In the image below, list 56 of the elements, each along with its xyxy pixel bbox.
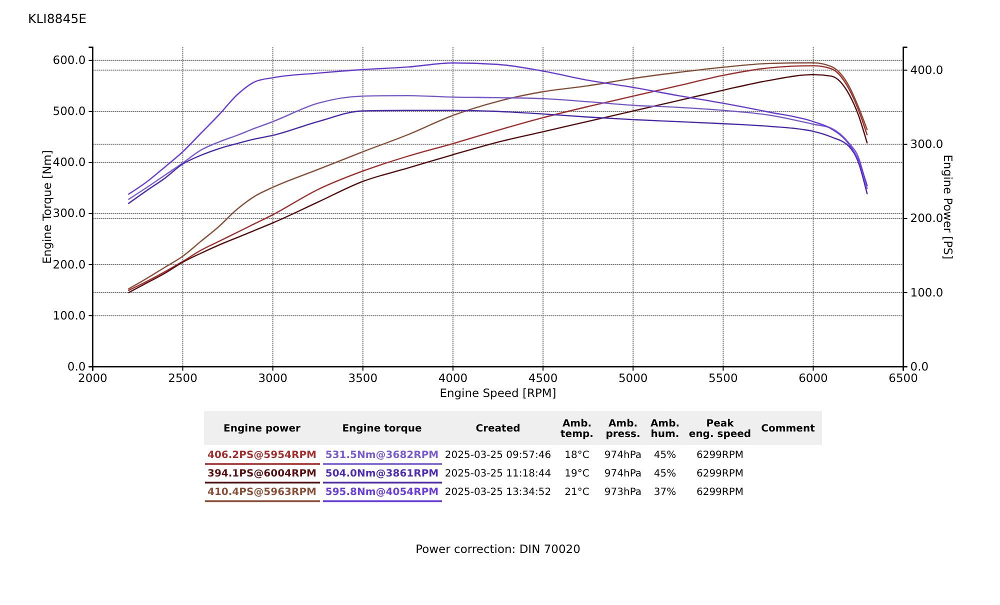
- text: 974hPa: [604, 450, 642, 461]
- text: 531.5Nm@3682RPM: [325, 450, 439, 461]
- text: 21°C: [564, 487, 590, 498]
- x-tick-label: 5000: [618, 370, 648, 385]
- text: 595.8Nm@4054RPM: [325, 487, 439, 498]
- y2-axis-title: Engine Power [PS]: [941, 154, 955, 260]
- y2-tick-label: 0.0: [910, 359, 929, 374]
- text: 974hPa: [604, 468, 642, 480]
- y-tick-label: 100.0: [52, 308, 86, 322]
- text: 6299RPM: [696, 468, 744, 480]
- y-tick-label: 200.0: [52, 257, 86, 272]
- y-tick-label: 0.0: [67, 359, 86, 374]
- text: 504.0Nm@3861RPM: [325, 468, 439, 480]
- x-tick-label: 3500: [348, 370, 378, 385]
- y-tick-label: 500.0: [52, 104, 86, 118]
- x-tick-label: 4000: [438, 370, 468, 385]
- x-tick-label: 6500: [888, 370, 918, 385]
- x-tick-label: 5500: [708, 370, 738, 385]
- text: Amb. temp.: [560, 418, 594, 440]
- text: Power correction: DIN 70020: [416, 542, 580, 556]
- text: Amb. hum.: [650, 418, 680, 440]
- y-tick-label: 600.0: [52, 53, 86, 68]
- text: Comment: [761, 424, 816, 434]
- text: 37%: [654, 487, 676, 498]
- text: 973hPa: [604, 487, 642, 498]
- text: Engine torque: [342, 424, 422, 434]
- text: 6299RPM: [696, 487, 744, 498]
- x-tick-label: 2000: [78, 370, 108, 385]
- text: 2025-03-25 13:34:52: [444, 487, 552, 498]
- y-tick-label: 300.0: [52, 206, 86, 220]
- text: 19°C: [564, 468, 590, 480]
- y2-tick-label: 400.0: [910, 62, 944, 77]
- text: Engine power: [224, 424, 301, 434]
- text: 45%: [654, 450, 676, 461]
- text: 2025-03-25 09:57:46: [444, 450, 552, 461]
- text: Created: [476, 424, 520, 434]
- text: 45%: [654, 468, 676, 480]
- text: 410.4PS@5963RPM: [208, 487, 317, 498]
- text: 6299RPM: [696, 450, 744, 461]
- x-tick-label: 2500: [168, 370, 198, 385]
- text: Peak eng. speed: [688, 418, 752, 440]
- y2-tick-label: 100.0: [910, 285, 944, 300]
- chart-title: KLI8845E: [28, 11, 87, 26]
- x-tick-label: 4500: [528, 370, 558, 385]
- text: 394.1PS@6004RPM: [208, 468, 317, 480]
- text: Amb. press.: [606, 418, 640, 440]
- text: 18°C: [564, 450, 590, 461]
- x-tick-label: 6000: [798, 370, 828, 385]
- y2-tick-label: 300.0: [910, 137, 944, 152]
- x-axis-title: Engine Speed [RPM]: [440, 386, 556, 400]
- text: 406.2PS@5954RPM: [208, 450, 317, 461]
- y-axis-title: Engine Torque [Nm]: [40, 150, 54, 264]
- x-tick-label: 3000: [258, 370, 288, 385]
- text: 2025-03-25 11:18:44: [444, 468, 552, 480]
- y2-tick-label: 200.0: [910, 211, 944, 226]
- y-tick-label: 400.0: [52, 155, 86, 170]
